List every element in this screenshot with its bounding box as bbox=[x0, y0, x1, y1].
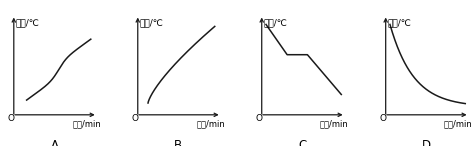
Text: O: O bbox=[8, 114, 15, 123]
Text: 时间/min: 时间/min bbox=[196, 120, 225, 129]
Text: D: D bbox=[422, 139, 431, 146]
Text: O: O bbox=[380, 114, 387, 123]
Text: 时间/min: 时间/min bbox=[72, 120, 101, 129]
Text: O: O bbox=[132, 114, 139, 123]
Text: 温度/℃: 温度/℃ bbox=[263, 19, 288, 28]
Text: 温度/℃: 温度/℃ bbox=[16, 19, 40, 28]
Text: 时间/min: 时间/min bbox=[444, 120, 473, 129]
Text: 温度/℃: 温度/℃ bbox=[139, 19, 163, 28]
Text: B: B bbox=[174, 139, 182, 146]
Text: 温度/℃: 温度/℃ bbox=[387, 19, 411, 28]
Text: 时间/min: 时间/min bbox=[320, 120, 349, 129]
Text: O: O bbox=[256, 114, 263, 123]
Text: C: C bbox=[298, 139, 307, 146]
Text: A: A bbox=[50, 139, 59, 146]
